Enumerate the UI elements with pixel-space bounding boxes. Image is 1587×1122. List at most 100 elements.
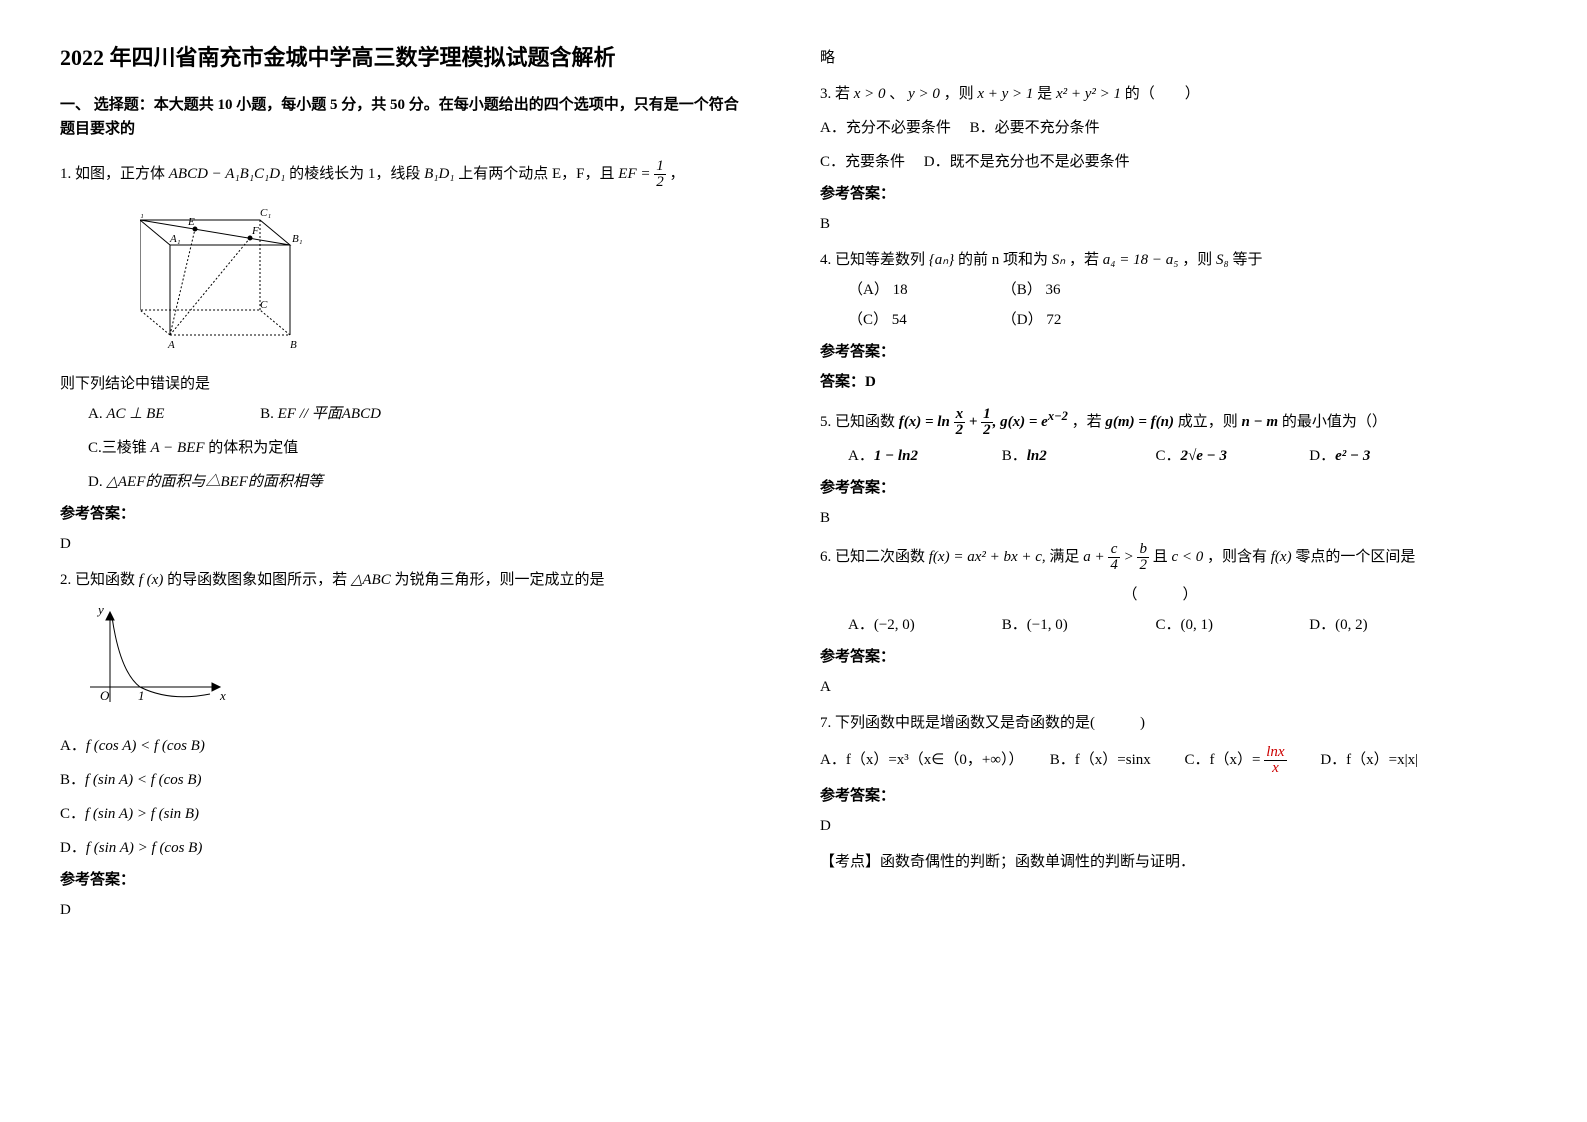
q2-D-math: f (sin A) > f (cos B)	[86, 840, 203, 856]
q6-option-A: A．(−2, 0)	[848, 613, 998, 637]
section-1-heading: 一、 选择题：本大题共 10 小题，每小题 5 分，共 50 分。在每小题给出的…	[60, 93, 740, 141]
q2-triangle: △ABC	[351, 572, 391, 588]
svg-text:C: C	[260, 299, 268, 311]
q3-option-B: B．必要不充分条件	[970, 120, 1100, 136]
q6-option-B: B．(−1, 0)	[1002, 613, 1152, 637]
q5-C-math: 2√e − 3	[1181, 448, 1227, 464]
q1-ef-den: 2	[654, 175, 666, 190]
q4-answer: 答案：D	[820, 370, 1500, 394]
q4-ans-pre: 答案：	[820, 374, 865, 390]
q6-option-C: C．(0, 1)	[1156, 613, 1306, 637]
q3-cond2: y > 0	[908, 86, 940, 102]
q5-f-den1: 2	[954, 423, 966, 438]
q2-A-math: f (cos A) < f (cos B)	[86, 738, 205, 754]
q1-C-math: A − BEF	[151, 440, 205, 456]
svg-text:A₁: A₁	[169, 233, 181, 245]
answer-label-2: 参考答案：	[60, 868, 740, 892]
q5-answer: B	[820, 506, 1500, 530]
q6-cond2: c < 0	[1171, 549, 1203, 565]
q2-option-D: D．f (sin A) > f (cos B)	[60, 836, 740, 860]
q5-option-C: C．2√e − 3	[1156, 444, 1306, 468]
right-column: 略 3. 若 x > 0 、 y > 0 ，则 x + y > 1 是 x² +…	[820, 40, 1500, 934]
q2-note: 略	[820, 46, 1500, 70]
q4-cond: a₄ = 18 − a₅	[1103, 252, 1179, 268]
q3-row1: A．充分不必要条件 B．必要不充分条件	[820, 116, 1500, 140]
svg-text:O: O	[100, 688, 110, 703]
q5-stem-b: ，若	[1072, 414, 1106, 430]
q4-row2: （C） 54 （D） 72	[848, 308, 1500, 332]
q2-stem-a: 2. 已知函数	[60, 572, 139, 588]
q1-ef-eq: EF = 1 2	[618, 166, 669, 182]
svg-text:y: y	[96, 602, 104, 617]
q1-ef-prefix: EF =	[618, 166, 654, 182]
svg-text:B₁: B₁	[292, 233, 303, 245]
q5-option-B: B．ln2	[1002, 444, 1152, 468]
svg-text:D₁: D₁	[140, 207, 144, 219]
q5-stem-d: 的最小值为（）	[1282, 414, 1387, 430]
answer-label-6: 参考答案：	[820, 645, 1500, 669]
q7-C-den: x	[1264, 761, 1286, 776]
q6-fx2: f(x)	[1271, 549, 1292, 565]
q3-expr2: x² + y² > 1	[1056, 86, 1121, 102]
q4-option-B: （B） 36	[1002, 278, 1152, 302]
q4-row1: （A） 18 （B） 36	[848, 278, 1500, 302]
svg-text:C₁: C₁	[260, 207, 271, 219]
q3-row2: C．充要条件 D．既不是充分也不是必要条件	[820, 150, 1500, 174]
q6-stem-a: 6. 已知二次函数	[820, 549, 929, 565]
q4-stem-b: 的前 n 项和为	[958, 252, 1052, 268]
q2-C-math: f (sin A) > f (sin B)	[85, 806, 199, 822]
q1-stem-a: 1. 如图，正方体	[60, 166, 169, 182]
q5-f-expr: f(x) = ln x2 + 12, g(x) = ex−2	[899, 414, 1072, 430]
question-2: 2. 已知函数 f (x) 的导函数图象如图所示，若 △ABC 为锐角三角形，则…	[60, 568, 740, 592]
page-title: 2022 年四川省南充市金城中学高三数学理模拟试题含解析	[60, 40, 740, 75]
answer-label-4: 参考答案：	[820, 340, 1500, 364]
q1-segment: B₁D₁	[424, 166, 454, 182]
answer-label-1: 参考答案：	[60, 502, 740, 526]
q7-option-B: B．f（x）=sinx	[1050, 752, 1151, 768]
derivative-graph: x y O 1	[70, 602, 230, 712]
q5-option-A: A．1 − ln2	[848, 444, 998, 468]
q6-options: A．(−2, 0) B．(−1, 0) C．(0, 1) D．(0, 2)	[848, 613, 1500, 637]
q5-f-num2: 1	[981, 407, 993, 423]
q3-option-A: A．充分不必要条件	[820, 120, 951, 136]
cube-figure: A B C D A₁ B₁ C₁ D₁ E F	[140, 200, 330, 350]
q3-answer: B	[820, 212, 1500, 236]
q3-option-C: C．充要条件	[820, 154, 905, 170]
question-6: 6. 已知二次函数 f(x) = ax² + bx + c, 满足 a + c4…	[820, 542, 1500, 573]
q7-option-A: A．f（x）=x³（x∈（0，+∞））	[820, 752, 1016, 768]
q3-stem-d: 的（ ）	[1125, 86, 1200, 102]
q3-cond1: x > 0	[854, 86, 886, 102]
svg-text:E: E	[187, 216, 195, 228]
q6-cond1-num1: c	[1108, 542, 1120, 558]
q1-ef-num: 1	[654, 159, 666, 175]
q7-answer: D	[820, 814, 1500, 838]
q7-C-pre: C．f（x）=	[1185, 752, 1265, 768]
q1-answer: D	[60, 532, 740, 556]
q4-s8: S₈	[1216, 252, 1229, 268]
q1-option-B: B. EF // 平面ABCD	[260, 402, 428, 426]
q1-B-math: EF // 平面ABCD	[278, 402, 428, 426]
q6-cond1-den1: 4	[1108, 558, 1120, 573]
q5-options: A．1 − ln2 B．ln2 C．2√e − 3 D．e² − 3	[848, 444, 1500, 468]
q6-blank-row: （ ）	[820, 583, 1500, 607]
q1-options: A. AC ⊥ BE B. EF // 平面ABCD	[88, 402, 740, 426]
q6-option-D: D．(0, 2)	[1309, 613, 1459, 637]
page-root: 2022 年四川省南充市金城中学高三数学理模拟试题含解析 一、 选择题：本大题共…	[0, 0, 1587, 974]
q2-option-A: A．f (cos A) < f (cos B)	[60, 734, 740, 758]
q4-an: {aₙ}	[929, 252, 954, 268]
q4-option-C: （C） 54	[848, 308, 998, 332]
q2-answer: D	[60, 898, 740, 922]
question-7: 7. 下列函数中既是增函数又是奇函数的是( )	[820, 711, 1500, 735]
q3-sep: 、	[889, 86, 904, 102]
q6-stem-d: ，则含有	[1207, 549, 1271, 565]
q5-f-prefix: f(x) = ln	[899, 414, 954, 430]
q7-kaodian: 【考点】函数奇偶性的判断；函数单调性的判断与证明．	[820, 850, 1500, 874]
q6-cond1-gt: >	[1120, 549, 1138, 565]
q2-B-math: f (sin A) < f (cos B)	[85, 772, 202, 788]
q1-option-C: C.三棱锥 A − BEF 的体积为定值	[88, 436, 740, 460]
q4-ans-val: D	[865, 374, 876, 390]
q1-D-math: △AEF的面积与△BEF的面积相等	[106, 474, 323, 490]
q2-option-B: B．f (sin A) < f (cos B)	[60, 768, 740, 792]
q6-cond1-den2: 2	[1137, 558, 1149, 573]
q1-cube-label: ABCD − A₁B₁C₁D₁	[169, 166, 286, 182]
